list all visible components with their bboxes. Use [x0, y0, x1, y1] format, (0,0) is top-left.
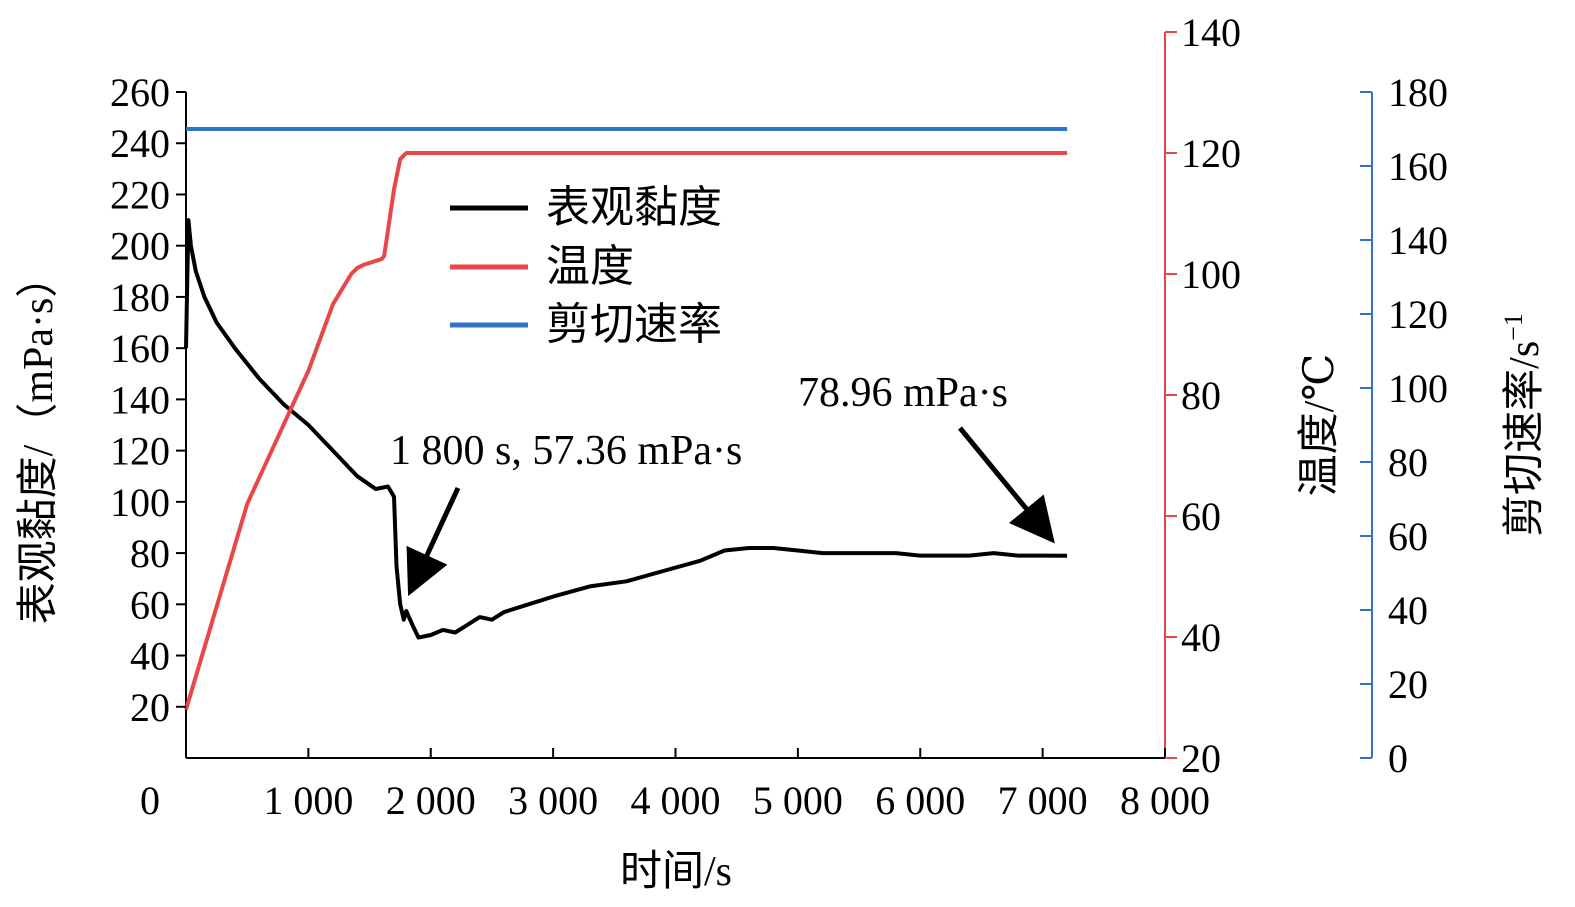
right2-tick-label: 120: [1388, 292, 1448, 337]
right2-tick-label: 160: [1388, 144, 1448, 189]
legend-label-shear-rate: 剪切速率: [546, 300, 722, 349]
x-tick-label: 6 000: [875, 778, 965, 823]
left-tick-label: 140: [110, 377, 170, 422]
right2-tick-label: 140: [1388, 218, 1448, 263]
x-tick-label: 1 000: [263, 778, 353, 823]
right1-tick-label: 80: [1181, 373, 1221, 418]
annotation-arrow-min: [406, 486, 461, 597]
annotation-final-viscosity: 78.96 mPa·s: [798, 370, 1008, 416]
x-tick-label: 4 000: [631, 778, 721, 823]
left-tick-label: 160: [110, 326, 170, 371]
left-tick-label: 220: [110, 172, 170, 217]
series-line-temperature: [184, 151, 1068, 711]
annotation-arrow-final: [958, 426, 1055, 544]
right1-tick-label: 140: [1181, 10, 1241, 55]
left-tick-label: 80: [130, 531, 170, 576]
left-tick-label: 40: [130, 634, 170, 679]
right2-tick-label: 0: [1388, 736, 1408, 781]
right2-tick-label: 60: [1388, 514, 1428, 559]
right1-tick-label: 120: [1181, 131, 1241, 176]
left-tick-label: 120: [110, 429, 170, 474]
right1-tick-label: 60: [1181, 494, 1221, 539]
left-tick-label: 180: [110, 275, 170, 320]
legend: 表观黏度 温度 剪切速率: [450, 183, 722, 349]
series-group: [184, 127, 1068, 711]
right1-axis-title: 温度/℃: [1297, 354, 1343, 497]
right2-tick-label: 80: [1388, 440, 1428, 485]
right1-tick-label: 40: [1181, 615, 1221, 660]
x-tick-label: 0: [140, 778, 160, 823]
right2-axis-title: 剪切速率/s−1: [1499, 313, 1548, 537]
left-tick-label: 100: [110, 480, 170, 525]
right2-tick-label: 100: [1388, 366, 1448, 411]
legend-label-temperature: 温度: [546, 242, 634, 291]
right1-tick-label: 20: [1181, 736, 1221, 781]
left-tick-label: 260: [110, 70, 170, 115]
series-line-viscosity: [184, 218, 1068, 640]
x-tick-label: 8 000: [1120, 778, 1210, 823]
annotations: 1 800 s, 57.36 mPa·s 78.96 mPa·s: [390, 370, 1055, 597]
left-tick-label: 200: [110, 224, 170, 269]
left-tick-label: 240: [110, 121, 170, 166]
right2-tick-label: 20: [1388, 662, 1428, 707]
right2-tick-label: 180: [1388, 70, 1448, 115]
x-tick-label: 7 000: [998, 778, 1088, 823]
right2-axis-title-superscript: −1: [1499, 313, 1528, 341]
annotation-min-viscosity: 1 800 s, 57.36 mPa·s: [390, 428, 742, 474]
x-axis-title: 时间/s: [620, 849, 732, 895]
x-tick-label: 2 000: [386, 778, 476, 823]
legend-label-viscosity: 表观黏度: [546, 183, 722, 232]
right2-axis-title-main: 剪切速率/s: [1501, 341, 1548, 537]
left-tick-label: 20: [130, 685, 170, 730]
right2-tick-label: 40: [1388, 588, 1428, 633]
left-tick-label: 60: [130, 582, 170, 627]
x-tick-label: 3 000: [508, 778, 598, 823]
ticks-group: 0 1 000 2 000 3 000 4 000 5 000 6 000 7 000 8 00…: [110, 10, 1448, 823]
left-axis-title: 表观黏度/（mPa·s）: [16, 256, 62, 625]
x-tick-label: 5 000: [753, 778, 843, 823]
right1-tick-label: 100: [1181, 252, 1241, 297]
